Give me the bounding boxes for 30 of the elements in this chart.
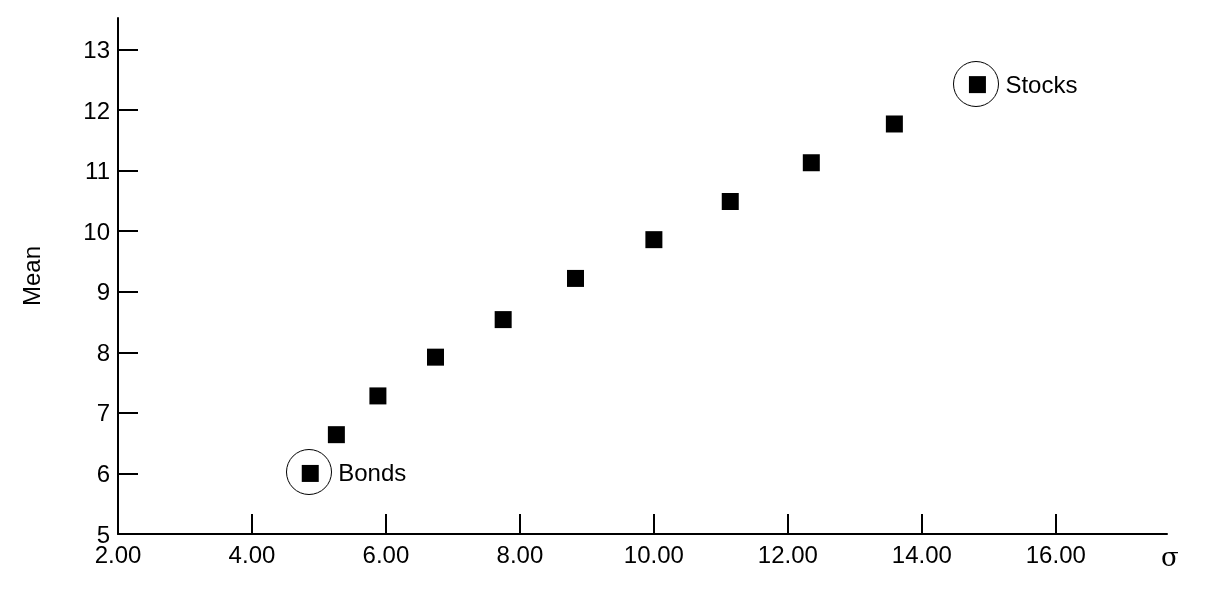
point [427,348,445,366]
y-tick-label: 11 [85,157,110,185]
y-tick-label: 6 [96,459,110,487]
y-axis-title: Mean [17,245,45,307]
x-axis-title: σ [1161,542,1179,572]
x-tick-label: 16.00 [1025,540,1086,568]
y-tick-label: 9 [96,278,110,306]
point [885,115,903,133]
y-tick-label: 7 [96,399,110,427]
point [721,193,739,211]
point [645,231,663,249]
point [327,426,345,444]
x-tick-label: 14.00 [891,540,952,568]
x-tick-label: 6.00 [362,540,410,568]
x-tick-label: 8.00 [496,540,544,568]
annotation: Bonds [338,458,407,489]
y-tick-label: 13 [83,35,110,63]
point [494,311,512,329]
x-tick-label: 10.00 [623,540,684,568]
y-tick-label: 8 [96,338,110,366]
point [301,464,319,482]
point [802,154,820,172]
point [369,387,387,405]
point [567,269,585,287]
y-tick-label: 10 [83,217,110,245]
x-tick-label: 12.00 [757,540,818,568]
annotation: Stocks [1005,69,1078,100]
x-tick-label: 4.00 [228,540,276,568]
y-tick-label: 12 [83,96,110,124]
point [968,76,986,94]
